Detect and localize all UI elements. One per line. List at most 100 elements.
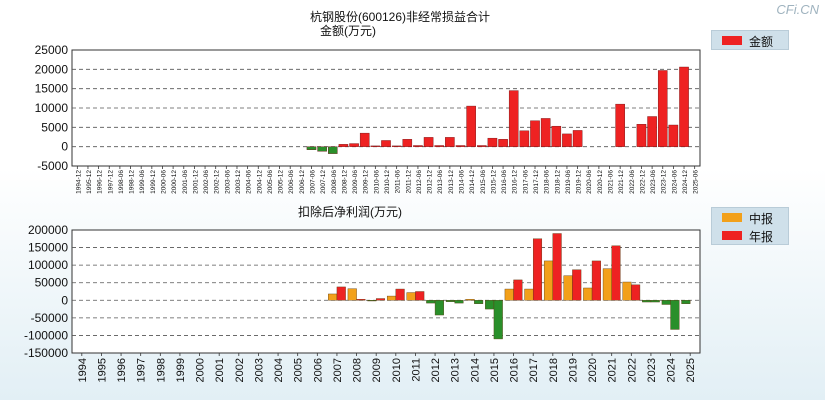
chart1-y-tick-label: -5000 — [37, 159, 68, 173]
chart2-y-tick-label: -50000 — [31, 311, 69, 325]
chart2-bar-annual — [650, 300, 660, 303]
chart1-x-tick-label: 2001-06 — [182, 170, 189, 194]
chart1-bar — [445, 137, 455, 147]
chart2-bar-interim — [661, 300, 671, 305]
chart1-x-tick-label: 1998-06 — [118, 170, 125, 194]
chart1-title-block: 杭钢股份(600126)非经常损益合计 金额(万元) — [240, 10, 560, 38]
legend-label-amount: 金额 — [749, 35, 774, 49]
chart1-x-tick-label: 2021-12 — [618, 170, 625, 194]
chart2-bar-interim — [642, 300, 652, 303]
chart2-x-tick-label: 1995 — [96, 358, 108, 382]
chart1-x-tick-label: 2013-06 — [437, 170, 444, 194]
chart1-y-tick-label: 20000 — [35, 62, 69, 76]
chart1-x-tick-label: 2009-12 — [363, 170, 370, 194]
chart2-bar-annual — [552, 233, 562, 301]
chart1-x-tick-label: 2013-12 — [448, 170, 455, 194]
chart2-x-tick-label: 2011 — [410, 358, 422, 382]
chart1-x-tick-label: 1998-12 — [129, 170, 136, 194]
chart2-x-tick-label: 2003 — [253, 358, 265, 382]
chart2-y-tick-label: 100000 — [28, 258, 68, 272]
chart1-x-tick-label: 2017-12 — [533, 170, 540, 194]
chart1-x-tick-label: 2021-06 — [608, 170, 615, 194]
chart1-x-tick-label: 2018-12 — [554, 170, 561, 194]
chart2-x-tick-label: 1999 — [175, 358, 187, 382]
chart1-bar — [349, 143, 359, 147]
chart2-y-tick-label: 150000 — [28, 241, 68, 255]
chart1-x-tick-label: 2011-06 — [395, 170, 402, 194]
chart2-bar-annual — [670, 300, 680, 330]
chart1-x-tick-label: 2002-12 — [214, 170, 221, 194]
chart1-x-tick-label: 2014-12 — [469, 170, 476, 194]
chart1-x-tick-label: 2022-12 — [639, 170, 646, 194]
chart1-x-tick-label: 2007-12 — [320, 170, 327, 194]
chart1-bar — [679, 66, 689, 147]
chart2-x-tick-label: 2021 — [607, 358, 619, 382]
chart1-x-tick-label: 2002-06 — [203, 170, 210, 194]
chart2-x-tick-label: 1996 — [116, 358, 128, 382]
chart2-bar-interim — [465, 299, 475, 301]
chart2-x-tick-label: 2023 — [646, 358, 658, 382]
chart2-x-tick-label: 2002 — [234, 358, 246, 382]
chart1-bar — [562, 133, 572, 147]
chart1-x-tick-label: 2022-06 — [629, 170, 636, 194]
chart2-x-tick-label: 2006 — [312, 358, 324, 382]
chart2-bar-interim — [622, 281, 632, 301]
chart1-bar — [668, 124, 679, 147]
chart1-x-tick-label: 2015-06 — [480, 170, 487, 194]
chart2-x-tick-label: 2000 — [195, 358, 207, 382]
chart1-bar — [370, 145, 381, 147]
chart2-bar-annual — [591, 260, 601, 301]
chart1-bar — [402, 139, 413, 147]
chart2-y-tick-label: -150000 — [24, 346, 68, 360]
chart2-y-tick-label: -100000 — [24, 328, 68, 342]
chart2-x-tick-label: 2010 — [391, 358, 403, 382]
chart1-subtitle: 金额(万元) — [320, 24, 376, 38]
chart1-y-tick-label: 15000 — [35, 82, 69, 96]
chart2-bar-annual — [532, 238, 543, 301]
chart2-title: 扣除后净利润(万元) — [298, 205, 402, 219]
chart1-legend: 金额 — [711, 30, 789, 50]
chart1-x-tick-label: 2004-12 — [256, 170, 263, 194]
chart2-bar-interim — [524, 288, 534, 301]
chart1-y-tick-label: 0 — [61, 140, 68, 154]
chart1-x-tick-label: 2020-06 — [586, 170, 593, 194]
chart1-x-tick-label: 2012-12 — [427, 170, 434, 194]
chart2-bar-interim — [602, 268, 612, 301]
chart2-bar-annual — [474, 300, 484, 304]
chart1-x-tick-label: 1994-12 — [75, 170, 82, 194]
chart2-x-tick-label: 2004 — [273, 358, 285, 382]
chart1-x-tick-label: 2009-06 — [352, 170, 359, 194]
chart1-bar — [508, 90, 519, 147]
chart2-y-tick-label: 50000 — [35, 276, 69, 290]
chart2-bar-annual — [375, 298, 386, 301]
chart1-x-tick-label: 2006-12 — [299, 170, 306, 194]
chart1-bar — [466, 105, 476, 147]
chart2-x-tick-label: 2019 — [567, 358, 579, 382]
chart1-x-tick-label: 2014-06 — [459, 170, 466, 194]
chart1-x-tick-label: 1997-12 — [107, 170, 114, 194]
chart2-bar-interim — [563, 275, 573, 301]
legend-swatch-interim — [722, 213, 742, 222]
chart1-x-tick-label: 2023-06 — [650, 170, 657, 194]
chart1-bar — [551, 125, 562, 147]
chart2-bar-annual — [336, 286, 346, 301]
chart1-bar — [636, 124, 647, 147]
chart1-bar — [423, 137, 434, 147]
chart2-x-tick-label: 2007 — [332, 358, 344, 382]
chart2-x-tick-label: 2020 — [587, 358, 599, 382]
legend-item-annual: 年报 — [712, 226, 788, 244]
chart1-x-tick-label: 1995-12 — [86, 170, 93, 194]
chart2-bar-annual — [513, 279, 523, 301]
chart2-bar-annual — [356, 299, 366, 301]
chart2-bar-interim — [347, 288, 357, 301]
chart2-bar-interim — [504, 288, 514, 301]
chart1-bar — [572, 130, 583, 147]
chart1-y-tick-label: 5000 — [41, 120, 68, 134]
chart1-bar — [487, 137, 498, 147]
chart1-x-tick-label: 2000-06 — [160, 170, 167, 194]
chart2-bar-interim — [386, 295, 397, 301]
chart1-x-tick-label: 2007-06 — [309, 170, 316, 194]
chart1-bar — [391, 145, 402, 147]
chart1-title: 杭钢股份(600126)非经常损益合计 — [309, 10, 491, 24]
